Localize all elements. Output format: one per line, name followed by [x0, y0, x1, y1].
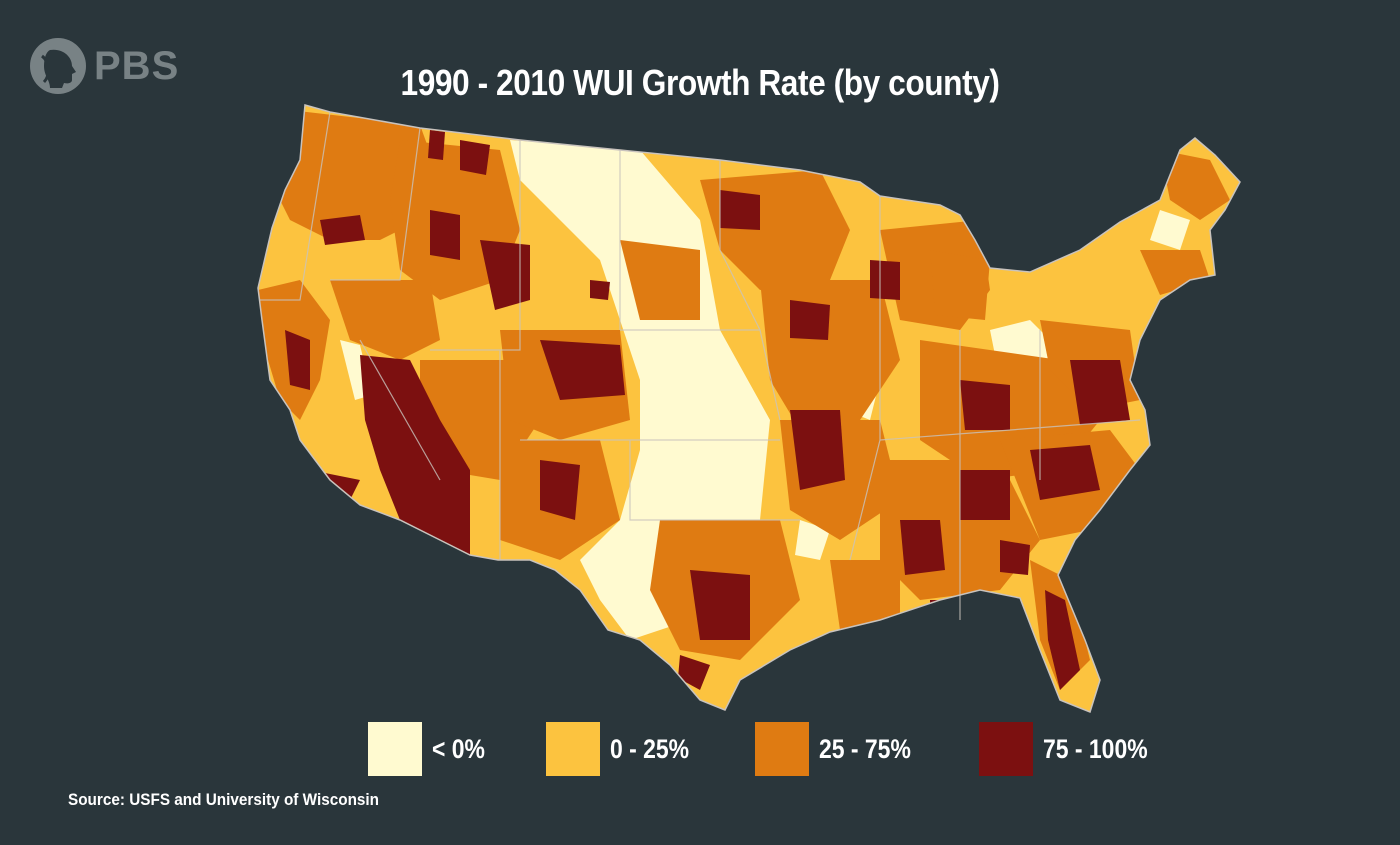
- legend-label: < 0%: [432, 733, 485, 764]
- legend-label: 75 - 100%: [1043, 733, 1149, 764]
- pbs-logo: PBS: [28, 36, 179, 96]
- legend-swatch: [755, 722, 810, 776]
- pbs-head-icon: [30, 38, 86, 94]
- legend-swatch: [368, 722, 422, 776]
- pbs-logo-text: PBS: [94, 43, 180, 88]
- legend-swatch: [546, 722, 601, 776]
- legend: < 0% 0 - 25% 25 - 75% 75 - 100%: [368, 722, 1219, 776]
- legend-swatch: [979, 722, 1034, 776]
- legend-item: 25 - 75%: [755, 722, 927, 776]
- source-credit: Source: USFS and University of Wisconsin: [68, 790, 380, 809]
- legend-label: 0 - 25%: [610, 733, 690, 764]
- legend-label: 25 - 75%: [819, 733, 912, 764]
- legend-item: 0 - 25%: [546, 722, 703, 776]
- legend-item: < 0%: [368, 722, 494, 776]
- map-title: 1990 - 2010 WUI Growth Rate (by county): [400, 62, 1000, 103]
- legend-item: 75 - 100%: [979, 722, 1166, 776]
